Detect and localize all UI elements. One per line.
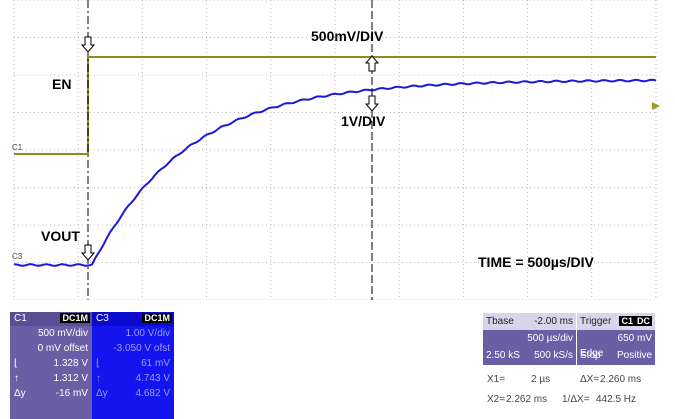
cursor-dx-value: 2.260 ms xyxy=(600,374,642,385)
timebase-samples: 2.50 kS xyxy=(486,350,520,361)
c1-measure-symbol: Δy xyxy=(14,388,26,399)
c3-measure-symbol: Δy xyxy=(96,388,108,399)
trigger-row: Stop Positive xyxy=(577,347,655,364)
c1-coupling-badge: DC1M xyxy=(60,313,90,323)
timebase-delay: -2.00 ms xyxy=(534,316,573,327)
volts-div-bottom-label: 1V/DIV xyxy=(341,113,386,129)
timebase-header: Tbase -2.00 ms xyxy=(483,313,576,330)
c3-measure-row: ↑ 4.743 V xyxy=(92,371,174,386)
c1-channel-box[interactable]: C1 DC1M 500 mV/div 0 mV offset ⌊ 1.328 V … xyxy=(10,312,92,419)
c1-measure-value: 1.312 V xyxy=(53,373,88,384)
c1-scale: 500 mV/div xyxy=(37,328,88,339)
timebase-rate: 500 kS/s xyxy=(534,350,573,361)
c3-measure-value: 61 mV xyxy=(141,358,170,369)
c1-measure-value: 1.328 V xyxy=(53,358,88,369)
c3-offset: -3.050 V ofst xyxy=(113,343,170,354)
trigger-coupling-badge: DC xyxy=(635,316,652,326)
c1-measure-value: -16 mV xyxy=(55,388,88,399)
top-arrow-icon xyxy=(364,55,380,72)
trigger-channel-badge: C1 xyxy=(619,316,635,326)
vout-label: VOUT xyxy=(41,228,80,244)
c1-header: C1 DC1M xyxy=(10,312,92,326)
trigger-type: Edge xyxy=(580,348,604,359)
c1-offset: 0 mV offset xyxy=(37,343,88,354)
cursor-inv-dx-label: 1/ΔX= xyxy=(562,394,590,405)
c3-measure-value: 4.743 V xyxy=(135,373,170,384)
c3-measure-symbol: ⌊ xyxy=(96,358,100,369)
timebase-label: Tbase xyxy=(486,316,514,327)
cursor-dx-label: ΔX= xyxy=(580,374,600,385)
c3-measure-row: ⌊ 61 mV xyxy=(92,356,174,371)
cursor-x1-value: 2 µs xyxy=(531,374,551,385)
timebase-box[interactable]: Tbase -2.00 ms 500 µs/div 2.50 kS 500 kS… xyxy=(483,313,576,365)
trigger-mode: Stop xyxy=(580,350,601,361)
timebase-row: 2.50 kS 500 kS/s xyxy=(483,347,576,364)
trigger-header: Trigger C1 DC xyxy=(577,313,655,330)
timebase-row: 500 µs/div xyxy=(483,330,576,347)
bottom-arrow-icon xyxy=(364,95,380,112)
c3-header: C3 DC1M xyxy=(92,312,174,326)
c1-trace-tag: C1 xyxy=(12,143,23,152)
scope-display: 500mV/DIV 1V/DIV EN VOUT TIME = 500µs/DI… xyxy=(12,0,660,305)
c3-coupling-badge: DC1M xyxy=(142,313,172,323)
c1-measure-row: Δy -16 mV xyxy=(10,386,92,401)
c1-measure-symbol: ⌊ xyxy=(14,358,18,369)
en-arrow-icon xyxy=(80,36,96,53)
c1-name: C1 xyxy=(14,313,27,324)
c1-measure-symbol: ↑ xyxy=(14,373,19,384)
c3-measure-value: 4.682 V xyxy=(135,388,170,399)
timebase-time-div: 500 µs/div xyxy=(527,333,573,344)
c3-trace-tag: C3 xyxy=(12,252,23,261)
c1-measure-row: ⌊ 1.328 V xyxy=(10,356,92,371)
time-div-label: TIME = 500µs/DIV xyxy=(478,254,594,270)
volts-div-top-label: 500mV/DIV xyxy=(311,28,384,44)
trigger-source-badge: C1 DC xyxy=(619,313,652,330)
c3-measure-symbol: ↑ xyxy=(96,373,101,384)
c3-scale: 1.00 V/div xyxy=(125,328,170,339)
c1-measure-row: ↑ 1.312 V xyxy=(10,371,92,386)
c3-waveform xyxy=(13,78,657,267)
trigger-row: 650 mV xyxy=(577,330,655,347)
c3-channel-box[interactable]: C3 DC1M 1.00 V/div -3.050 V ofst ⌊ 61 mV … xyxy=(92,312,174,419)
trigger-box[interactable]: Trigger C1 DC 650 mV Stop Positive xyxy=(577,313,655,365)
waveform-graticule xyxy=(13,0,660,305)
cursor-inv-dx-value: 442.5 Hz xyxy=(596,394,637,405)
en-label: EN xyxy=(52,76,72,92)
c3-measure-row: Δy 4.682 V xyxy=(92,386,174,401)
trigger-level: 650 mV xyxy=(617,333,652,344)
cursor-x2-value: 2.262 ms xyxy=(506,394,548,405)
cursor-x2-label: X2= xyxy=(487,394,506,405)
cursor-x1-label: X1= xyxy=(487,374,506,385)
c3-name: C3 xyxy=(96,313,109,324)
trigger-level-marker-icon[interactable] xyxy=(652,102,660,110)
vout-arrow-icon xyxy=(80,244,96,261)
trigger-label: Trigger xyxy=(580,316,612,327)
trigger-slope: Positive xyxy=(616,350,652,361)
